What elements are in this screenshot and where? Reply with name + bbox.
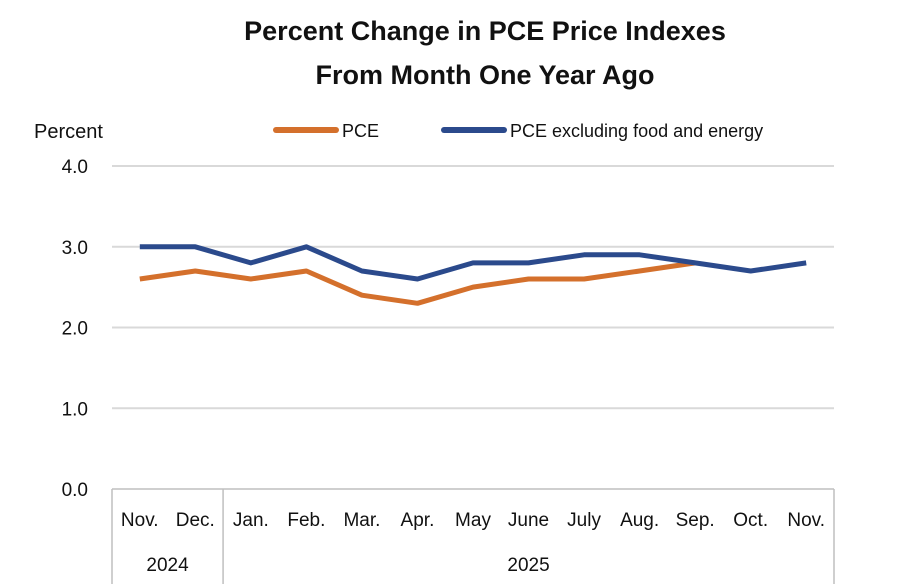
x-tick-label: Aug. (620, 510, 659, 531)
chart-subtitle: From Month One Year Ago (315, 60, 654, 90)
x-group-label: 2024 (146, 555, 189, 576)
x-tick-label: Feb. (287, 510, 325, 531)
x-tick-label: July (567, 510, 601, 531)
x-tick-label: Mar. (343, 510, 380, 531)
x-tick-label: Oct. (733, 510, 768, 531)
x-tick-label: Dec. (176, 510, 215, 531)
x-tick-label: Jan. (233, 510, 269, 531)
y-tick-label: 4.0 (62, 157, 88, 178)
series-lines (139, 244, 807, 306)
y-tick-label: 1.0 (62, 399, 88, 420)
x-axis: Nov. Dec. Jan. Feb. Mar. Apr. May June July Aug. S… (111, 488, 835, 584)
gridlines (112, 165, 834, 410)
legend-label-pce: PCE (342, 121, 379, 141)
legend-label-core-pce: PCE excluding food and energy (510, 121, 763, 141)
y-tick-labels: 0.0 1.0 2.0 3.0 4.0 (62, 157, 88, 501)
series-line-core-pce (139, 244, 807, 282)
chart-title: Percent Change in PCE Price Indexes (244, 16, 726, 46)
x-tick-label: June (508, 510, 549, 531)
y-axis-label: Percent (34, 121, 103, 143)
y-tick-label: 3.0 (62, 238, 88, 259)
x-tick-label: Sep. (676, 510, 715, 531)
y-tick-label: 2.0 (62, 319, 88, 340)
x-tick-label: Nov. (121, 510, 159, 531)
x-group-label: 2025 (507, 555, 549, 576)
series-line-pce (139, 260, 696, 306)
legend: PCE PCE excluding food and energy (273, 121, 763, 141)
x-tick-label: Apr. (401, 510, 435, 531)
x-tick-label: May (455, 510, 491, 531)
y-tick-label: 0.0 (62, 480, 88, 501)
x-tick-label: Nov. (787, 510, 825, 531)
